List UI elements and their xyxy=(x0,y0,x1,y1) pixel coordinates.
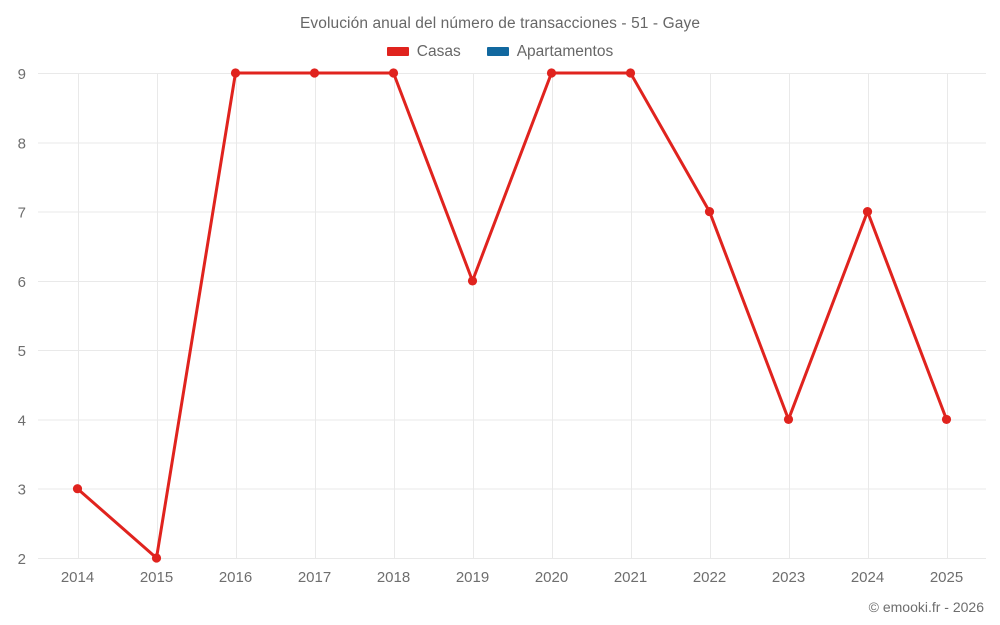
data-point-casas[interactable] xyxy=(625,68,636,78)
y-axis-tick-label: 8 xyxy=(18,135,26,152)
x-axis-tick-label: 2021 xyxy=(614,569,647,586)
y-axis-tick-label: 9 xyxy=(18,66,26,83)
x-axis-tick-label: 2024 xyxy=(851,569,884,586)
x-axis-tick-label: 2019 xyxy=(456,569,489,586)
y-axis-tick-label: 2 xyxy=(18,551,26,568)
series-line-casas xyxy=(76,71,948,560)
horizontal-gridlines xyxy=(38,73,986,559)
x-axis-tick-label: 2018 xyxy=(377,569,410,586)
data-point-casas[interactable] xyxy=(309,68,320,78)
data-point-casas[interactable] xyxy=(230,68,241,78)
x-axis-tick-label: 2022 xyxy=(693,569,726,586)
x-axis-tick-labels: 2014 2015 2016 2017 2018 2019 2020 2021 2022 2023… xyxy=(61,569,963,586)
x-axis-tick-label: 2014 xyxy=(61,569,94,586)
legend-swatch-casas xyxy=(386,47,409,57)
legend-item-apartamentos[interactable]: Apartamentos xyxy=(486,43,614,60)
data-point-casas[interactable] xyxy=(704,206,715,217)
series-data-points xyxy=(72,68,952,563)
x-axis-tick-label: 2023 xyxy=(772,569,805,586)
chart-legend: Casas Apartamentos xyxy=(0,44,1000,60)
data-point-casas[interactable] xyxy=(941,414,952,425)
x-axis-tick-label: 2025 xyxy=(930,569,963,586)
data-point-casas[interactable] xyxy=(546,68,557,78)
data-point-casas[interactable] xyxy=(783,414,794,425)
vertical-gridlines xyxy=(78,73,948,558)
y-axis-tick-label: 4 xyxy=(18,412,26,429)
x-axis-tick-label: 2020 xyxy=(535,569,568,586)
data-point-casas[interactable] xyxy=(388,68,399,78)
legend-swatch-apartamentos xyxy=(486,47,509,57)
y-axis-tick-label: 3 xyxy=(18,482,26,499)
legend-label-apartamentos: Apartamentos xyxy=(516,43,614,60)
y-axis-tick-labels: 2 3 4 5 6 7 8 9 xyxy=(18,66,26,568)
data-point-casas[interactable] xyxy=(151,553,162,563)
chart-title: Evolución anual del número de transaccio… xyxy=(299,15,701,32)
series-lines xyxy=(76,71,948,560)
footer-credit: © emooki.fr - 2026 xyxy=(868,599,984,615)
y-axis-tick-label: 5 xyxy=(18,343,26,360)
data-point-casas[interactable] xyxy=(467,276,478,286)
y-axis-tick-label: 6 xyxy=(18,274,26,291)
x-axis-tick-label: 2015 xyxy=(140,569,173,586)
x-axis-tick-label: 2017 xyxy=(298,569,331,586)
x-axis-tick-label: 2016 xyxy=(219,569,252,586)
legend-label-casas: Casas xyxy=(416,43,461,60)
data-point-casas[interactable] xyxy=(72,484,83,494)
legend-item-casas[interactable]: Casas xyxy=(386,43,461,60)
data-point-casas[interactable] xyxy=(862,206,873,217)
y-axis-tick-label: 7 xyxy=(18,205,26,222)
